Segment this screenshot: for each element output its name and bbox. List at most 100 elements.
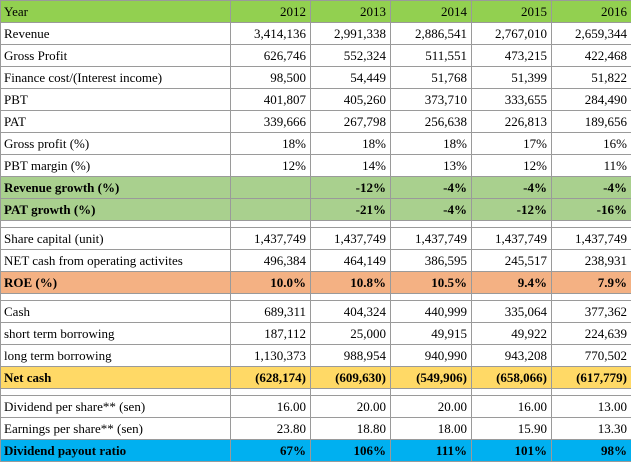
value-cell: 7.9% <box>552 272 631 294</box>
roe-row: ROE (%) 10.0% 10.8% 10.5% 9.4% 7.9% <box>1 272 631 294</box>
value-cell: 13.00 <box>552 396 631 418</box>
spacer-row <box>1 389 631 396</box>
value-cell: -4% <box>472 177 552 199</box>
net-cash-row: Net cash (628,174) (609,630) (549,906) (… <box>1 367 631 389</box>
row-label: ROE (%) <box>1 272 231 294</box>
value-cell: 17% <box>472 133 552 155</box>
row-label: Share capital (unit) <box>1 228 231 250</box>
year-cell: 2014 <box>391 1 472 23</box>
value-cell: 405,260 <box>311 89 391 111</box>
value-cell: 335,064 <box>472 301 552 323</box>
value-cell: 98% <box>552 440 631 462</box>
value-cell: 9.4% <box>472 272 552 294</box>
value-cell: 49,915 <box>391 323 472 345</box>
pbt-margin-row: PBT margin (%) 12% 14% 13% 12% 11% <box>1 155 631 177</box>
value-cell: 422,468 <box>552 45 631 67</box>
value-cell: 98,500 <box>231 67 311 89</box>
value-cell: 18% <box>311 133 391 155</box>
value-cell: 401,807 <box>231 89 311 111</box>
value-cell: 51,399 <box>472 67 552 89</box>
value-cell: 51,768 <box>391 67 472 89</box>
value-cell: 189,656 <box>552 111 631 133</box>
value-cell: 101% <box>472 440 552 462</box>
dividend-payout-ratio-row: Dividend payout ratio 67% 106% 111% 101%… <box>1 440 631 462</box>
value-cell: 224,639 <box>552 323 631 345</box>
value-cell: 20.00 <box>391 396 472 418</box>
value-cell: (617,779) <box>552 367 631 389</box>
pat-growth-row: PAT growth (%) -21% -4% -12% -16% <box>1 199 631 221</box>
value-cell: 2,659,344 <box>552 23 631 45</box>
year-cell: 2012 <box>231 1 311 23</box>
row-label: short term borrowing <box>1 323 231 345</box>
row-label: PBT margin (%) <box>1 155 231 177</box>
value-cell: 13% <box>391 155 472 177</box>
year-label: Year <box>1 1 231 23</box>
revenue-growth-row: Revenue growth (%) -12% -4% -4% -4% <box>1 177 631 199</box>
value-cell: 552,324 <box>311 45 391 67</box>
spacer-row <box>1 221 631 228</box>
long-term-borrowing-row: long term borrowing 1,130,373 988,954 94… <box>1 345 631 367</box>
value-cell: 20.00 <box>311 396 391 418</box>
cash-row: Cash 689,311 404,324 440,999 335,064 377… <box>1 301 631 323</box>
value-cell: 267,798 <box>311 111 391 133</box>
dividend-per-share-row: Dividend per share** (sen) 16.00 20.00 2… <box>1 396 631 418</box>
value-cell: 238,931 <box>552 250 631 272</box>
value-cell: -16% <box>552 199 631 221</box>
value-cell: 440,999 <box>391 301 472 323</box>
row-label: PAT <box>1 111 231 133</box>
spacer-row <box>1 294 631 301</box>
value-cell: 18% <box>391 133 472 155</box>
value-cell: 67% <box>231 440 311 462</box>
row-label: PBT <box>1 89 231 111</box>
value-cell: 689,311 <box>231 301 311 323</box>
value-cell <box>231 199 311 221</box>
row-label: Revenue growth (%) <box>1 177 231 199</box>
value-cell: 23.80 <box>231 418 311 440</box>
earnings-per-share-row: Earnings per share** (sen) 23.80 18.80 1… <box>1 418 631 440</box>
value-cell: 51,822 <box>552 67 631 89</box>
value-cell: 256,638 <box>391 111 472 133</box>
value-cell: (609,630) <box>311 367 391 389</box>
value-cell: -12% <box>472 199 552 221</box>
value-cell: (658,066) <box>472 367 552 389</box>
row-label: Dividend payout ratio <box>1 440 231 462</box>
value-cell: 16% <box>552 133 631 155</box>
year-cell: 2016 <box>552 1 631 23</box>
gross-profit-row: Gross Profit 626,746 552,324 511,551 473… <box>1 45 631 67</box>
value-cell: 626,746 <box>231 45 311 67</box>
value-cell: 10.5% <box>391 272 472 294</box>
value-cell: 12% <box>231 155 311 177</box>
value-cell: 1,437,749 <box>311 228 391 250</box>
row-label: Dividend per share** (sen) <box>1 396 231 418</box>
value-cell: 511,551 <box>391 45 472 67</box>
value-cell: 1,437,749 <box>231 228 311 250</box>
value-cell: 496,384 <box>231 250 311 272</box>
value-cell: 12% <box>472 155 552 177</box>
value-cell: 1,437,749 <box>552 228 631 250</box>
row-label: Cash <box>1 301 231 323</box>
value-cell: 2,767,010 <box>472 23 552 45</box>
value-cell: 16.00 <box>472 396 552 418</box>
row-label: Earnings per share** (sen) <box>1 418 231 440</box>
value-cell: 10.8% <box>311 272 391 294</box>
row-label: Revenue <box>1 23 231 45</box>
value-cell: 187,112 <box>231 323 311 345</box>
value-cell: 10.0% <box>231 272 311 294</box>
revenue-row: Revenue 3,414,136 2,991,338 2,886,541 2,… <box>1 23 631 45</box>
year-cell: 2015 <box>472 1 552 23</box>
value-cell: (628,174) <box>231 367 311 389</box>
row-label: Finance cost/(Interest income) <box>1 67 231 89</box>
value-cell: 2,886,541 <box>391 23 472 45</box>
pbt-row: PBT 401,807 405,260 373,710 333,655 284,… <box>1 89 631 111</box>
value-cell: 284,490 <box>552 89 631 111</box>
value-cell: (549,906) <box>391 367 472 389</box>
value-cell: 14% <box>311 155 391 177</box>
value-cell: 111% <box>391 440 472 462</box>
value-cell: 943,208 <box>472 345 552 367</box>
value-cell: 1,437,749 <box>472 228 552 250</box>
row-label: Gross Profit <box>1 45 231 67</box>
value-cell: -4% <box>391 177 472 199</box>
value-cell: 13.30 <box>552 418 631 440</box>
value-cell: 245,517 <box>472 250 552 272</box>
row-label: long term borrowing <box>1 345 231 367</box>
